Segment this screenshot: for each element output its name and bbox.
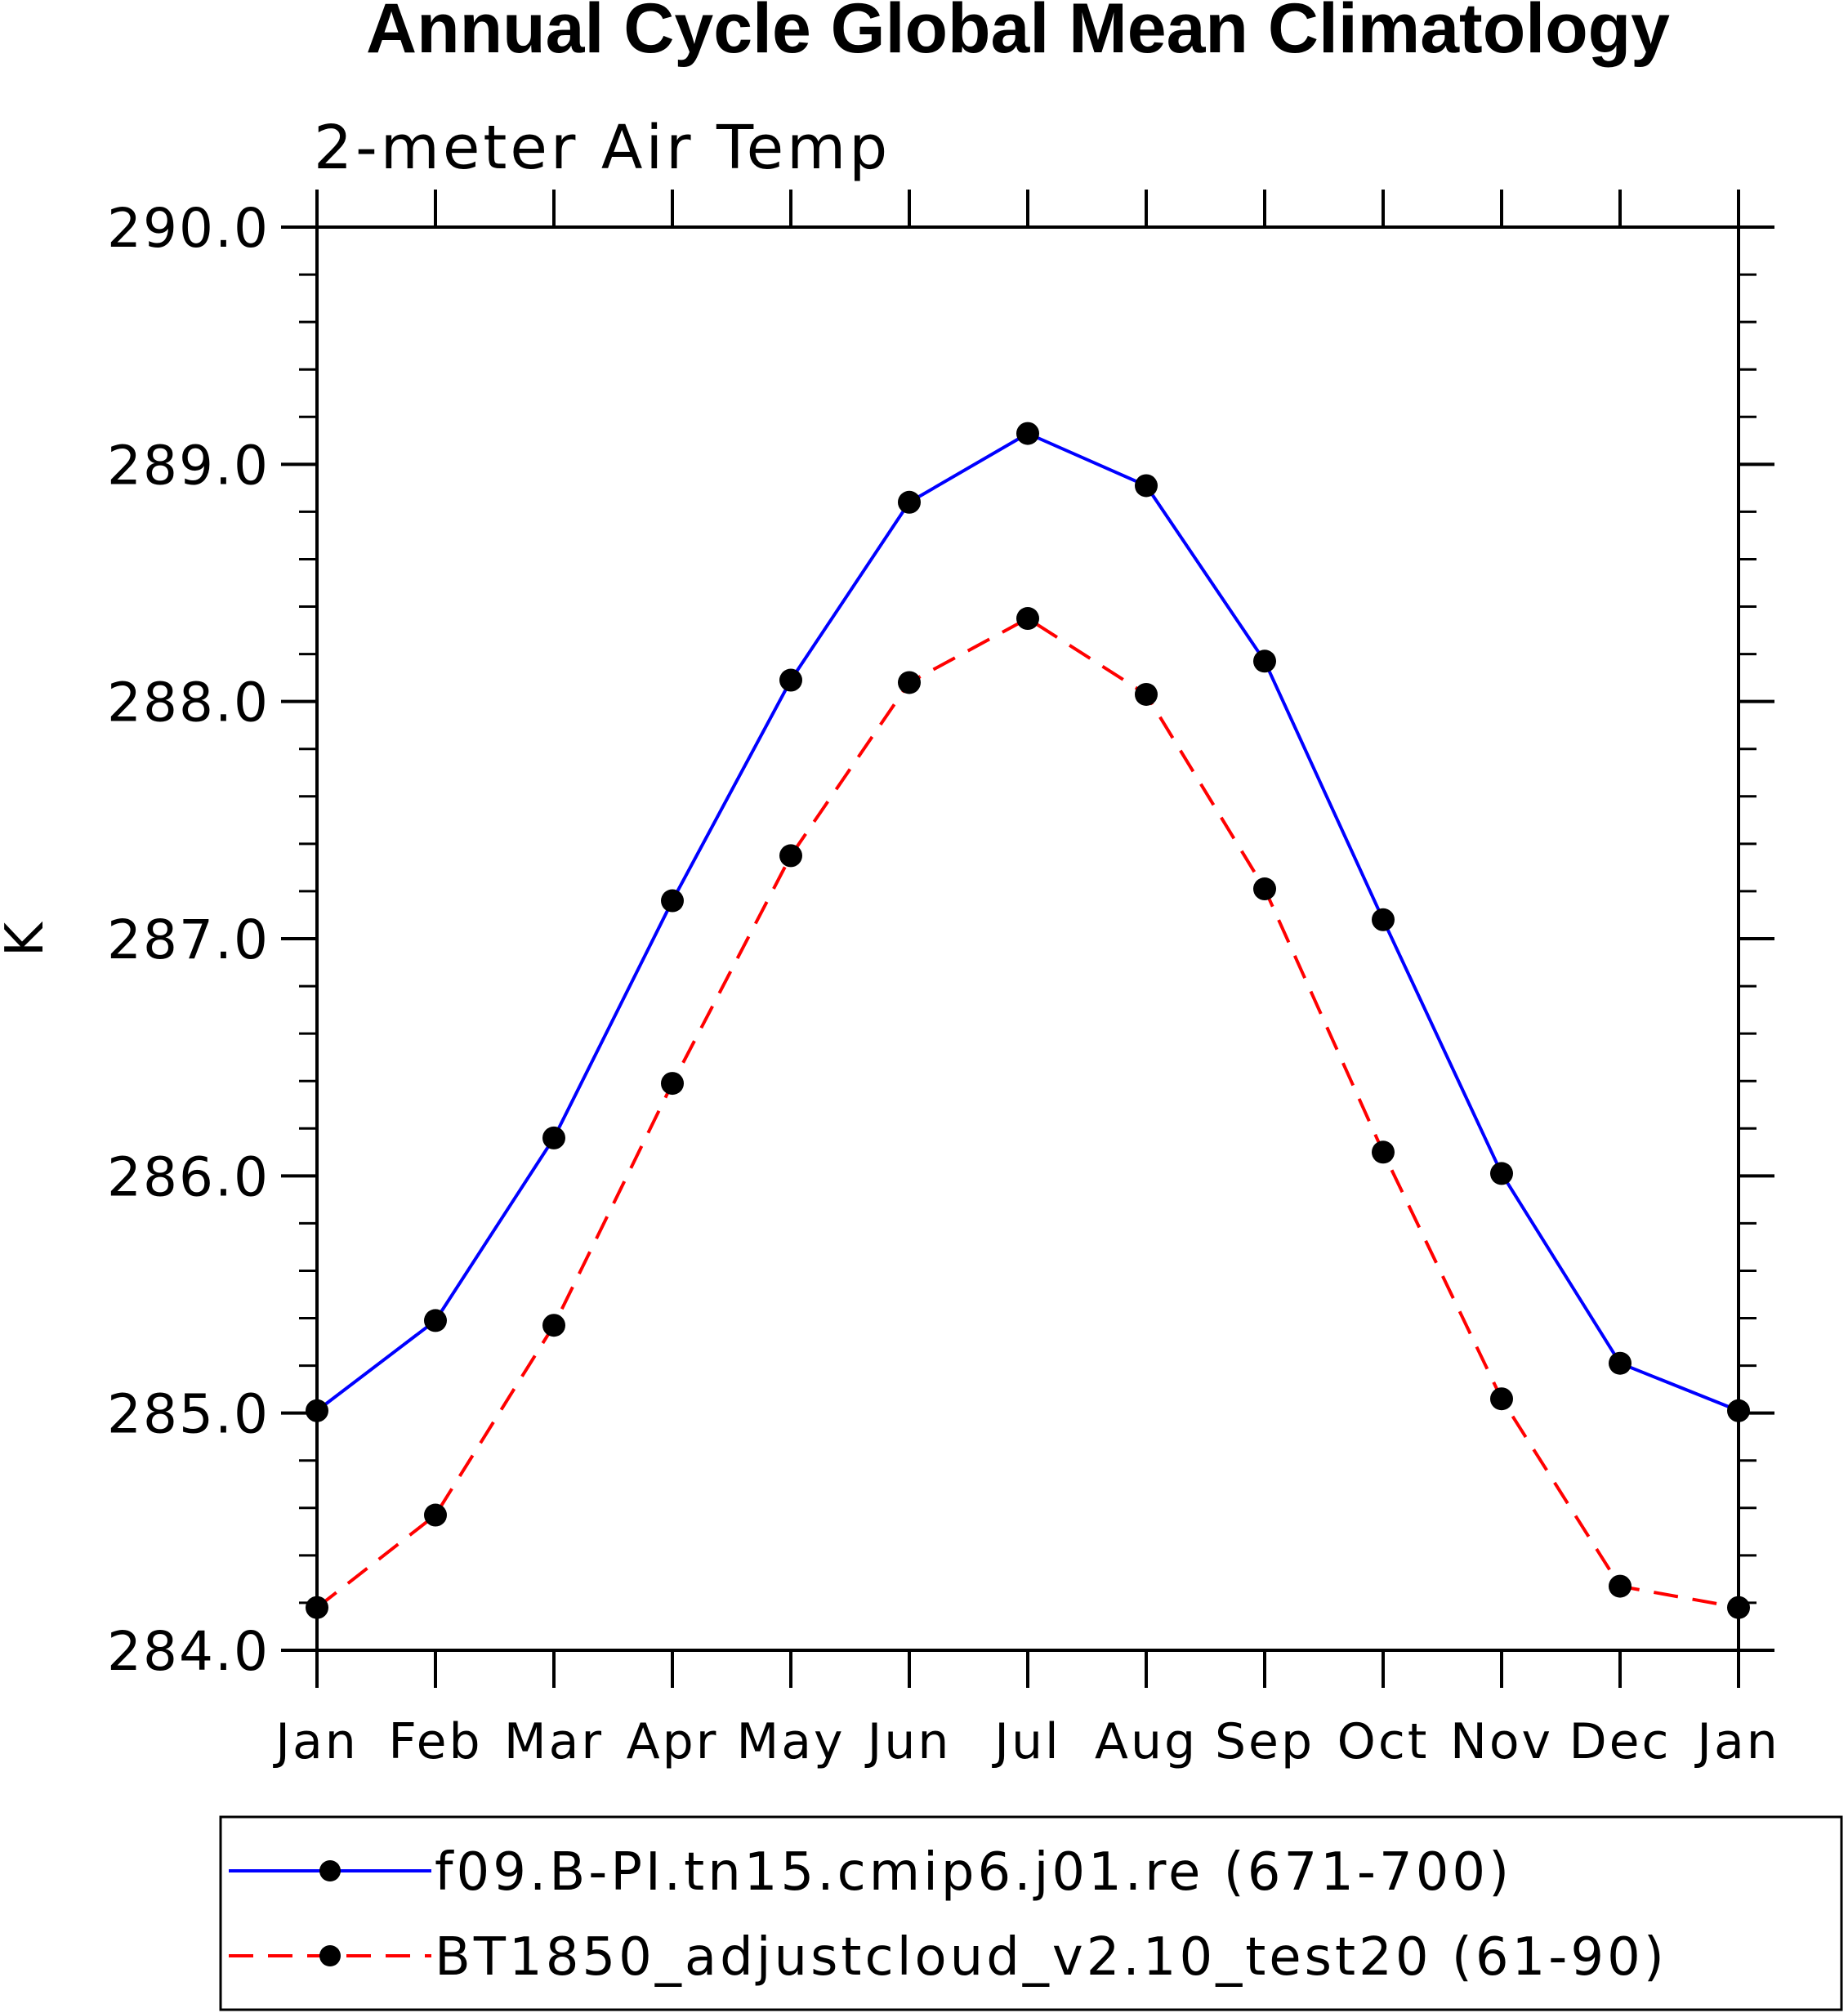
- data-point-series-1: [1372, 908, 1395, 931]
- x-tick-label: Feb: [388, 1713, 482, 1770]
- data-point-series-2: [424, 1503, 447, 1527]
- data-point-series-2: [898, 671, 921, 694]
- data-point-series-1: [1016, 422, 1039, 445]
- y-tick-label: 285.0: [107, 1383, 270, 1446]
- legend-entry-1: f09.B-PI.tn15.cmip6.j01.re (671-700): [229, 1842, 1512, 1903]
- data-point-series-1: [779, 668, 802, 692]
- data-point-series-1: [1490, 1162, 1513, 1185]
- data-point-series-1: [424, 1309, 447, 1332]
- legend-label-1: f09.B-PI.tn15.cmip6.j01.re (671-700): [435, 1842, 1512, 1903]
- series-line-2: [315, 616, 1739, 1609]
- legend-marker-1: [319, 1860, 341, 1881]
- y-tick-label: 287.0: [107, 908, 270, 971]
- y-tick-labels: 284.0 285.0 286.0 287.0 288.0 289.0 290.0: [107, 197, 270, 1683]
- data-point-series-2: [1727, 1596, 1750, 1619]
- data-point-series-1: [1727, 1399, 1750, 1422]
- x-tick-label: Jan: [1694, 1713, 1780, 1770]
- data-point-series-2: [1016, 607, 1039, 631]
- y-axis-label: K: [0, 921, 56, 957]
- data-point-series-1: [661, 889, 684, 913]
- data-point-series-2: [661, 1072, 684, 1096]
- series-line-1: [315, 431, 1739, 1413]
- x-tick-label: Jun: [864, 1713, 952, 1770]
- legend-label-2: BT1850_adjustcloud_v2.10_test20 (61-90): [435, 1927, 1667, 1988]
- x-tick-label: Nov: [1450, 1713, 1553, 1770]
- y-tick-label: 290.0: [107, 197, 270, 260]
- y-tick-label: 284.0: [107, 1620, 270, 1683]
- data-point-series-2: [779, 844, 802, 868]
- x-tick-label: Jul: [991, 1713, 1060, 1770]
- axis-ticks: [281, 190, 1774, 1688]
- data-point-series-2: [1490, 1387, 1513, 1411]
- x-tick-label: Sep: [1215, 1713, 1315, 1770]
- legend-entry-2: BT1850_adjustcloud_v2.10_test20 (61-90): [229, 1927, 1667, 1988]
- series-layer: [306, 422, 1750, 1619]
- data-point-series-1: [1135, 474, 1158, 498]
- x-tick-label: Dec: [1569, 1713, 1671, 1770]
- data-point-series-1: [1609, 1351, 1632, 1375]
- data-point-series-2: [1135, 682, 1158, 706]
- plot-frame: [315, 225, 1740, 1652]
- y-tick-label: 288.0: [107, 672, 270, 734]
- data-point-series-1: [306, 1399, 328, 1422]
- data-point-series-1: [898, 490, 921, 514]
- data-point-series-1: [542, 1126, 565, 1149]
- legend-box: [219, 1815, 1843, 2011]
- x-tick-label: Aug: [1095, 1713, 1198, 1770]
- data-point-series-2: [542, 1314, 565, 1337]
- legend-marker-2: [319, 1945, 341, 1966]
- data-point-series-2: [1609, 1574, 1632, 1598]
- data-point-series-2: [306, 1596, 328, 1619]
- x-tick-label: Apr: [627, 1713, 719, 1770]
- chart-subtitle: 2-meter Air Temp: [314, 113, 891, 183]
- x-tick-label: Oct: [1337, 1713, 1430, 1770]
- y-tick-label: 289.0: [107, 434, 270, 497]
- x-tick-labels: Jan Feb Mar Apr May Jun Jul Aug Sep Oct Nov Dec Jan: [272, 1713, 1780, 1770]
- data-point-series-2: [1372, 1140, 1395, 1164]
- x-tick-label: May: [736, 1713, 845, 1770]
- y-tick-label: 286.0: [107, 1145, 270, 1208]
- data-point-series-1: [1253, 649, 1276, 673]
- x-tick-label: Mar: [504, 1713, 604, 1770]
- data-point-series-2: [1253, 877, 1276, 901]
- x-tick-label: Jan: [272, 1713, 359, 1770]
- chart-title: Annual Cycle Global Mean Climatology: [366, 0, 1670, 68]
